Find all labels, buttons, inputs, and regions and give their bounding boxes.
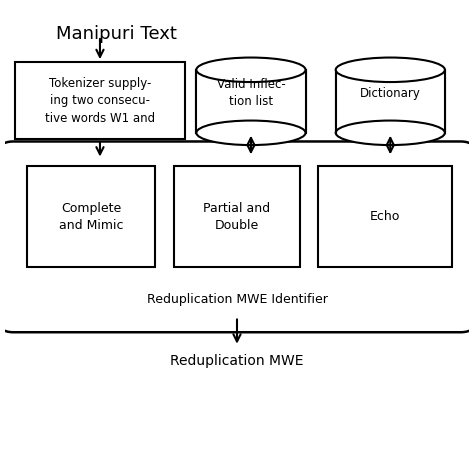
FancyBboxPatch shape (319, 166, 452, 267)
Text: Complete
and Mimic: Complete and Mimic (59, 202, 123, 232)
Text: Dictionary: Dictionary (360, 87, 421, 100)
Text: Reduplication MWE Identifier: Reduplication MWE Identifier (146, 294, 328, 306)
Ellipse shape (336, 120, 445, 145)
Text: Tokenizer supply-
ing two consecu-
tive words W1 and: Tokenizer supply- ing two consecu- tive … (45, 76, 155, 125)
Text: Valid Inflec-
tion list: Valid Inflec- tion list (217, 78, 285, 109)
Ellipse shape (336, 58, 445, 82)
FancyBboxPatch shape (15, 62, 184, 139)
Text: Manipuri Text: Manipuri Text (56, 25, 177, 43)
FancyBboxPatch shape (174, 166, 300, 267)
Ellipse shape (196, 120, 306, 145)
Bar (336, 70, 445, 133)
Text: Echo: Echo (370, 210, 401, 223)
Bar (196, 70, 306, 133)
Text: Partial and
Double: Partial and Double (203, 202, 271, 232)
Text: Reduplication MWE: Reduplication MWE (170, 354, 304, 368)
Ellipse shape (196, 58, 306, 82)
FancyBboxPatch shape (0, 142, 474, 332)
FancyBboxPatch shape (27, 166, 155, 267)
